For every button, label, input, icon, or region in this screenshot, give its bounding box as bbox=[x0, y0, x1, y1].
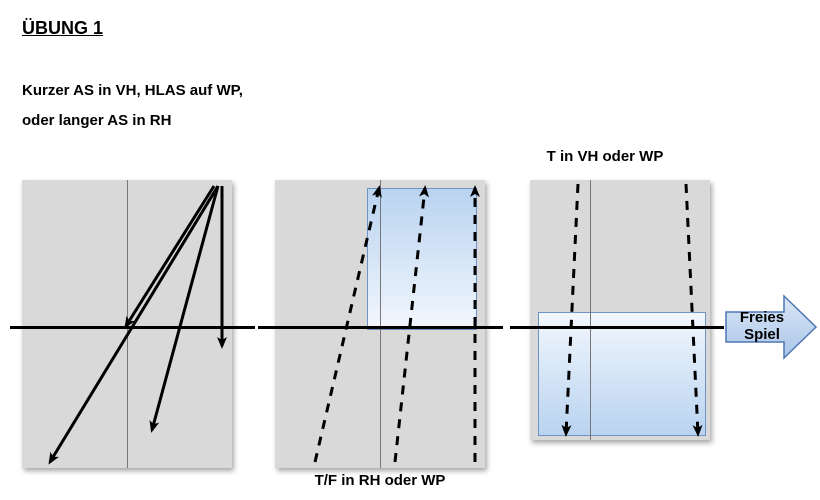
panel-3 bbox=[530, 180, 710, 440]
flow-arrow-label-line1: Freies bbox=[740, 309, 784, 326]
subtitle-line-2: oder langer AS in RH bbox=[22, 112, 171, 129]
page-title: ÜBUNG 1 bbox=[22, 18, 103, 39]
panel-2 bbox=[275, 180, 485, 468]
midline-seg-2 bbox=[258, 326, 503, 329]
panel-3-arrows bbox=[530, 180, 710, 440]
flow-arrow-label-line2: Spiel bbox=[744, 326, 780, 343]
midline-seg-3 bbox=[510, 326, 724, 329]
flow-arrow: Freies Spiel bbox=[724, 294, 818, 360]
subtitle-line-1: Kurzer AS in VH, HLAS auf WP, bbox=[22, 82, 243, 99]
flow-arrow-label: Freies Spiel bbox=[730, 309, 794, 344]
diagram-root: { "canvas": { "width": 820, "height": 50… bbox=[0, 0, 820, 500]
midline-seg-1 bbox=[10, 326, 255, 329]
caption-top-right: T in VH oder WP bbox=[510, 148, 700, 165]
caption-bottom-middle: T/F in RH oder WP bbox=[280, 472, 480, 489]
panel-2-arrows bbox=[275, 180, 485, 468]
panel-1-arrows bbox=[22, 180, 232, 468]
panel-1 bbox=[22, 180, 232, 468]
